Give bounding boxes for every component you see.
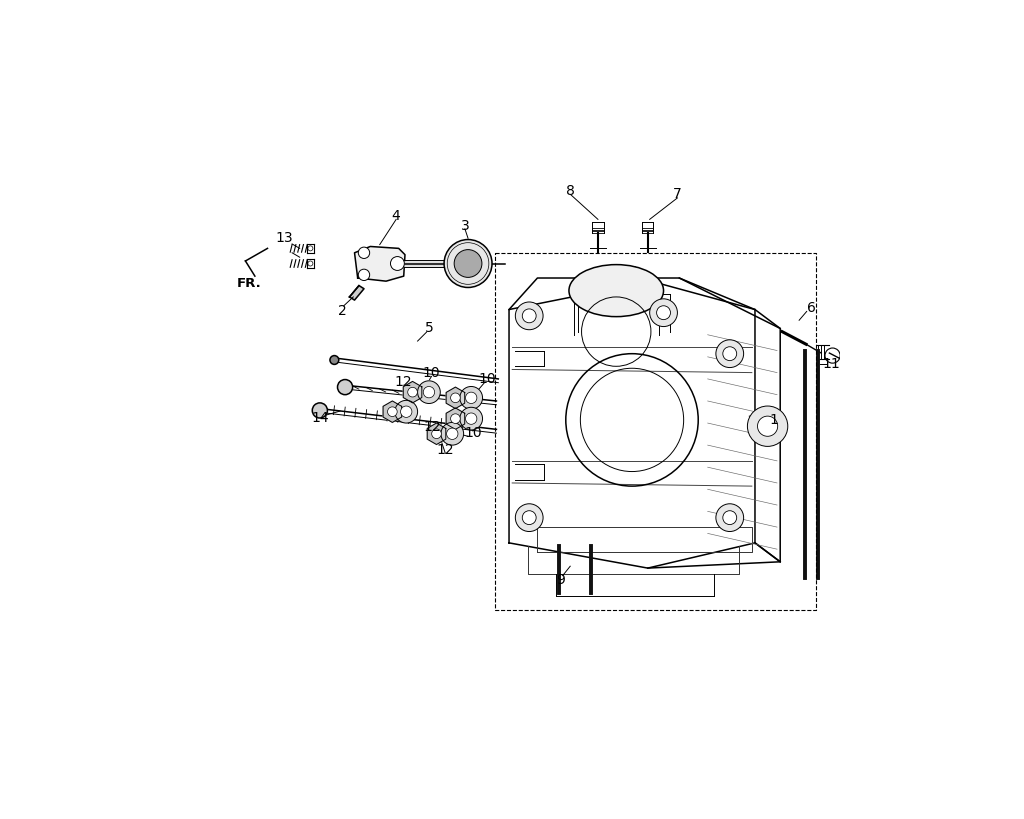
Text: 14: 14 xyxy=(311,411,329,425)
Text: 8: 8 xyxy=(566,184,575,198)
Circle shape xyxy=(451,393,460,403)
Circle shape xyxy=(338,379,352,395)
Circle shape xyxy=(522,309,537,323)
Polygon shape xyxy=(446,408,465,429)
Circle shape xyxy=(441,423,464,446)
Circle shape xyxy=(515,504,543,532)
Text: 9: 9 xyxy=(556,573,565,587)
Polygon shape xyxy=(403,382,422,403)
Circle shape xyxy=(390,256,404,270)
Circle shape xyxy=(400,406,412,418)
Ellipse shape xyxy=(569,265,664,317)
Polygon shape xyxy=(446,387,465,409)
Circle shape xyxy=(423,387,434,398)
Text: 12: 12 xyxy=(436,442,455,456)
Circle shape xyxy=(455,250,482,278)
Text: 2: 2 xyxy=(338,304,346,318)
Text: 4: 4 xyxy=(392,209,400,224)
Circle shape xyxy=(723,346,736,360)
Text: 11: 11 xyxy=(822,357,840,371)
Polygon shape xyxy=(427,423,445,445)
Text: 10: 10 xyxy=(478,372,496,386)
Circle shape xyxy=(330,355,339,364)
Circle shape xyxy=(758,416,777,437)
Text: 13: 13 xyxy=(275,231,293,245)
Circle shape xyxy=(446,428,458,440)
Text: 5: 5 xyxy=(425,322,433,336)
Circle shape xyxy=(418,381,440,404)
Circle shape xyxy=(716,504,743,532)
Circle shape xyxy=(748,406,787,446)
Circle shape xyxy=(716,340,743,368)
Circle shape xyxy=(395,400,418,423)
Text: 1: 1 xyxy=(769,413,778,427)
Circle shape xyxy=(522,511,537,525)
Circle shape xyxy=(312,403,328,418)
Circle shape xyxy=(649,299,678,327)
Polygon shape xyxy=(349,286,364,300)
Circle shape xyxy=(444,239,492,287)
Circle shape xyxy=(460,387,482,410)
Circle shape xyxy=(466,413,477,424)
Text: 3: 3 xyxy=(461,219,469,233)
Circle shape xyxy=(432,429,441,439)
Circle shape xyxy=(358,247,370,259)
Circle shape xyxy=(408,387,418,397)
Text: 6: 6 xyxy=(807,301,815,314)
Circle shape xyxy=(460,407,482,430)
Circle shape xyxy=(451,414,460,423)
Text: 10: 10 xyxy=(464,426,482,440)
Text: 10: 10 xyxy=(423,365,440,379)
Polygon shape xyxy=(383,401,401,423)
Circle shape xyxy=(515,302,543,330)
Circle shape xyxy=(358,269,370,281)
Text: FR.: FR. xyxy=(237,277,261,290)
Circle shape xyxy=(387,407,397,417)
Text: 12: 12 xyxy=(395,375,413,389)
Circle shape xyxy=(656,305,671,319)
Circle shape xyxy=(466,392,477,404)
Circle shape xyxy=(723,511,736,525)
Text: 7: 7 xyxy=(673,187,682,201)
Polygon shape xyxy=(354,247,404,281)
Text: 12: 12 xyxy=(423,420,441,434)
